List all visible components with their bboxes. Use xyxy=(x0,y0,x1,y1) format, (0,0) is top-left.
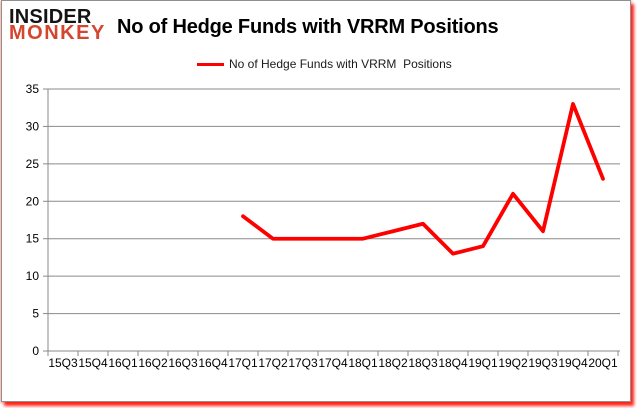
x-axis-label: 17Q3 xyxy=(288,356,318,370)
logo-line1: INSIDER xyxy=(9,6,92,28)
x-axis-label: 15Q4 xyxy=(78,356,108,370)
legend: No of Hedge Funds with VRRM Positions xyxy=(197,57,452,71)
y-axis-label: 30 xyxy=(26,119,40,133)
y-axis-label: 10 xyxy=(26,269,40,283)
x-axis-label: 16Q4 xyxy=(198,356,228,370)
x-axis-label: 19Q3 xyxy=(528,356,558,370)
x-axis-label: 18Q1 xyxy=(348,356,378,370)
x-axis-label: 17Q2 xyxy=(258,356,288,370)
logo-line2: MONKEY xyxy=(9,22,106,44)
x-axis-label: 20Q1 xyxy=(588,356,618,370)
x-axis-label: 18Q2 xyxy=(378,356,408,370)
legend-label: No of Hedge Funds with VRRM Positions xyxy=(229,57,452,71)
x-axis-label: 19Q2 xyxy=(498,356,528,370)
y-axis-label: 35 xyxy=(26,82,40,96)
x-axis-label: 17Q1 xyxy=(228,356,258,370)
y-axis-label: 0 xyxy=(32,344,39,358)
chart-title: No of Hedge Funds with VRRM Positions xyxy=(117,16,499,38)
x-axis-label: 16Q1 xyxy=(108,356,138,370)
x-axis-label: 18Q3 xyxy=(408,356,438,370)
y-axis-label: 20 xyxy=(26,194,40,208)
legend-line-swatch xyxy=(197,62,224,66)
y-axis-label: 5 xyxy=(32,307,39,321)
x-axis-label: 16Q2 xyxy=(138,356,168,370)
insider-monkey-logo: INSIDER MONKEY xyxy=(9,6,106,44)
x-axis-label: 16Q3 xyxy=(168,356,198,370)
x-axis-label: 15Q3 xyxy=(48,356,78,370)
y-axis-label: 25 xyxy=(26,157,40,171)
x-axis-label: 19Q4 xyxy=(558,356,588,370)
series-line-vrrm xyxy=(241,102,605,256)
y-axis-label: 15 xyxy=(26,232,40,246)
x-axis-label: 17Q4 xyxy=(318,356,348,370)
x-axis-label: 19Q1 xyxy=(468,356,498,370)
x-axis-label: 18Q4 xyxy=(438,356,468,370)
